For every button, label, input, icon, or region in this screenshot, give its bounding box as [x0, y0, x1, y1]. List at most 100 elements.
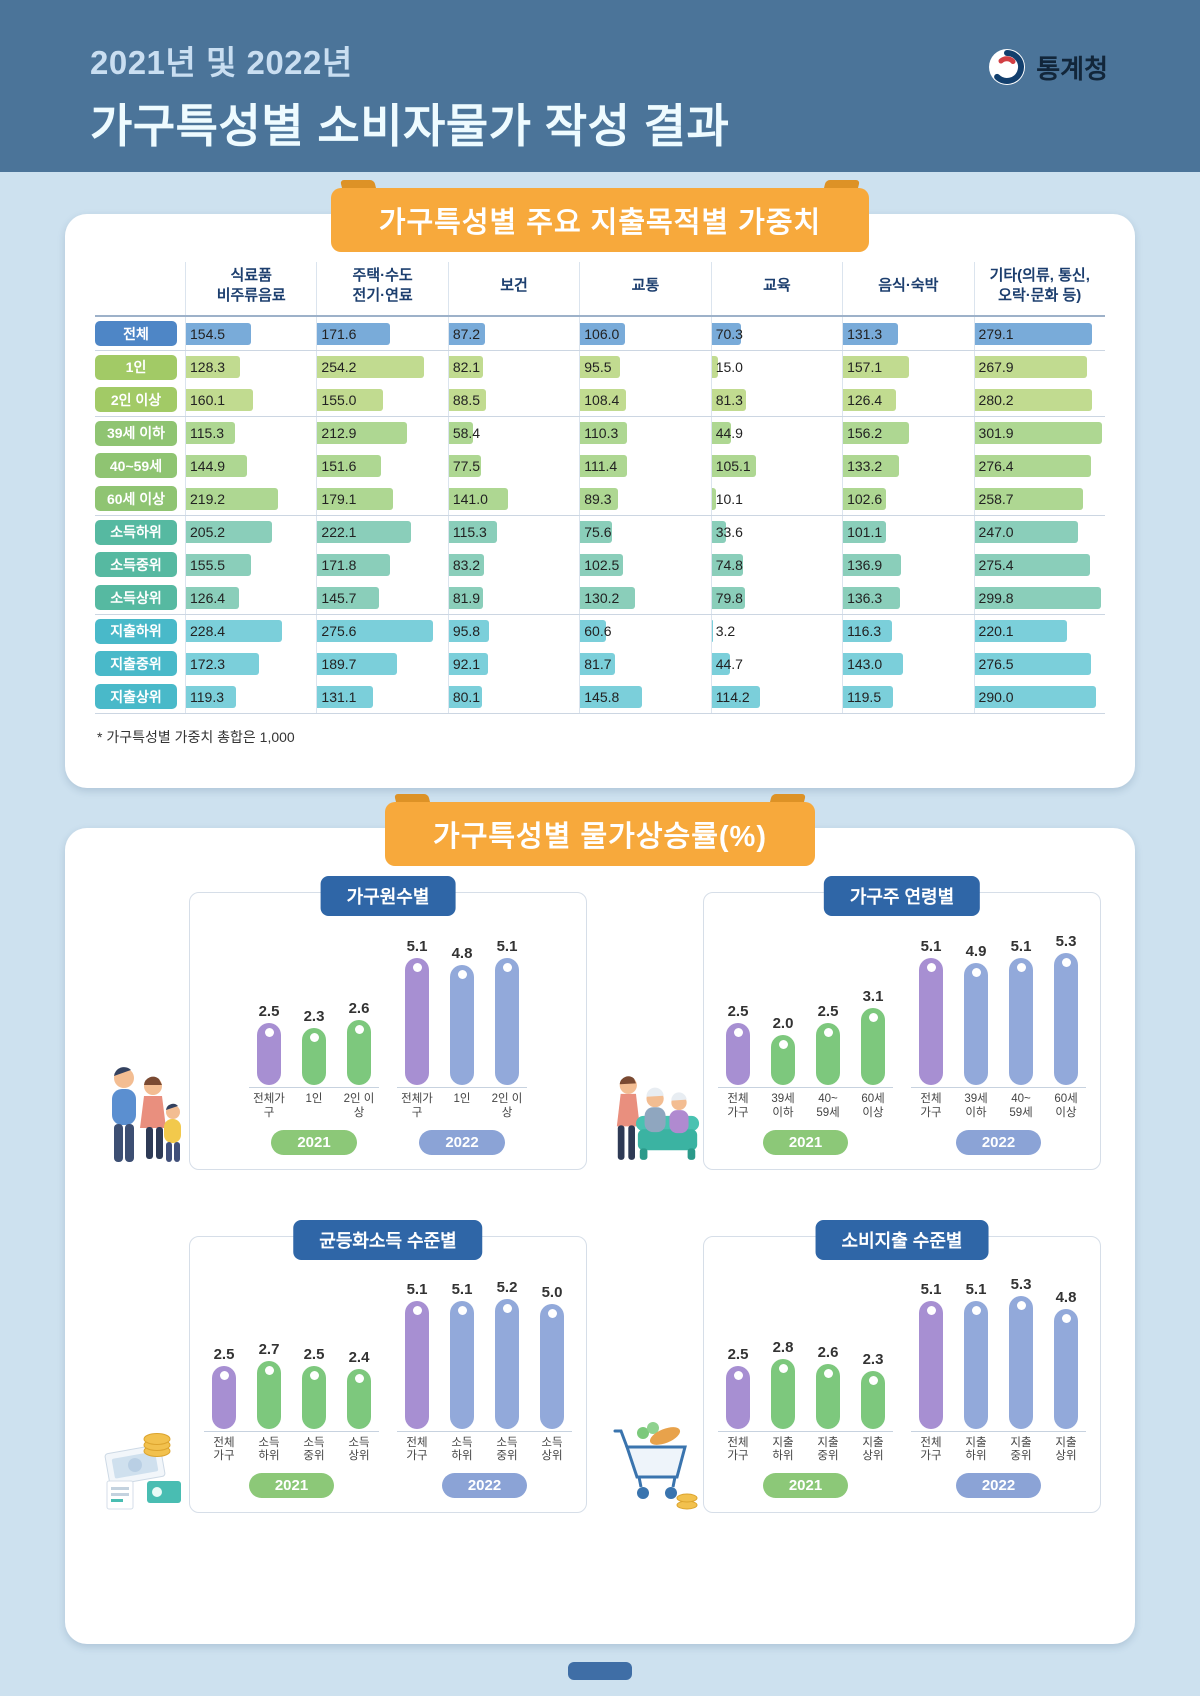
- weight-cell: 3.2: [710, 615, 842, 647]
- weight-cell: 172.3: [185, 647, 316, 680]
- weight-cell: 144.9: [185, 449, 316, 482]
- weight-bar: [317, 487, 393, 510]
- year-group: 2.5 2.8 2.6 2.3 전체 가구 지출 하위 지출 중위 지출 상위 2021: [718, 1267, 893, 1499]
- weight-cell: 228.4: [185, 615, 316, 647]
- inflation-section-title: 가구특성별 물가상승률(%): [385, 802, 815, 866]
- weight-cell: 247.0: [973, 516, 1105, 548]
- weight-bar: [974, 553, 1091, 576]
- weight-bar: [843, 685, 894, 708]
- weight-bar: [448, 586, 484, 609]
- value-bar: [919, 957, 943, 1085]
- year-group: 5.1 5.1 5.3 4.8 전체 가구 지출 하위 지출 중위 지출 상위 2022: [911, 1267, 1086, 1499]
- inflation-ribbon: 가구특성별 물가상승률(%): [65, 794, 1135, 866]
- value-bar: [726, 1366, 750, 1429]
- category-label: 소득 중위: [303, 1436, 325, 1463]
- row-label: 지출하위: [95, 618, 177, 644]
- weight-bar: [974, 586, 1101, 609]
- value-bar: [257, 1022, 281, 1085]
- weight-bar: [580, 322, 625, 345]
- weight-cell: 131.3: [842, 317, 973, 350]
- category-label: 지출 상위: [1055, 1436, 1077, 1463]
- bar-column: 2.0: [763, 1015, 803, 1085]
- weight-cell: 219.2: [185, 482, 316, 515]
- weight-value: 81.9: [452, 589, 481, 606]
- weight-value: 81.7: [584, 655, 612, 672]
- category-label: 전체 가구: [727, 1436, 749, 1463]
- bar-value: 2.0: [772, 1015, 794, 1032]
- weight-bar: [186, 388, 254, 411]
- weight-value: 154.5: [190, 325, 226, 342]
- bar-value: 2.5: [258, 1002, 280, 1020]
- bar-column: 5.3: [1046, 933, 1086, 1085]
- weight-cell: 116.3: [842, 615, 973, 647]
- value-bar: [405, 1301, 429, 1429]
- weight-cell: 108.4: [579, 383, 710, 416]
- weight-bar: [711, 553, 744, 576]
- weight-bar: [317, 521, 411, 543]
- weight-value: 290.0: [978, 688, 1014, 705]
- bar-value: 5.0: [541, 1283, 563, 1301]
- category-label: 전체가구: [253, 1093, 285, 1119]
- weight-bar: [843, 322, 899, 345]
- weight-bar: [186, 620, 283, 642]
- weight-value: 3.2: [715, 623, 736, 639]
- row-label: 40~59세: [95, 453, 177, 478]
- weight-value: 136.3: [847, 589, 883, 606]
- weight-cell: 133.2: [842, 449, 973, 482]
- category-label: 지출 중위: [1010, 1436, 1032, 1463]
- bar-column: 2.3: [294, 1008, 334, 1085]
- weight-value: 92.1: [452, 655, 481, 672]
- bar-value: 5.3: [1010, 1276, 1032, 1294]
- elderly-family-illustration: [616, 1075, 700, 1160]
- weight-cell: 81.7: [579, 647, 710, 680]
- table-row: 소득상위 126.4 145.7 81.9 130.2 79.8 136.3 299.8: [95, 581, 1105, 614]
- weight-bar: [186, 652, 259, 675]
- year-badge: 2022: [955, 1473, 1042, 1499]
- weight-value: 254.2: [321, 359, 357, 375]
- bar-value: 5.1: [451, 1281, 473, 1299]
- weights-ribbon: 가구특성별 주요 지출목적별 가중치: [65, 180, 1135, 252]
- bar-column: 2.5: [808, 1003, 848, 1085]
- weight-cell: 44.9: [710, 417, 842, 449]
- weight-cell: 212.9: [316, 417, 447, 449]
- weight-cell: 279.1: [973, 317, 1105, 350]
- weight-cell: 82.1: [447, 351, 579, 383]
- value-bar: [495, 957, 519, 1085]
- weight-bar: [843, 454, 900, 477]
- page-header: 2021년 및 2022년 가구특성별 소비자물가 작성 결과 통계청: [0, 0, 1200, 172]
- weight-value: 105.1: [715, 457, 751, 474]
- weight-cell: 222.1: [316, 516, 447, 548]
- bar-column: 5.1: [911, 1281, 951, 1429]
- weight-value: 74.8: [715, 556, 743, 573]
- weight-value: 205.2: [190, 524, 226, 540]
- bar-groups: 2.5 2.0 2.5 3.1 전체 가구 39세 이하 40~ 59세 60세 이상 2021…: [710, 923, 1094, 1155]
- weight-bar: [580, 388, 626, 411]
- report-year-title: 2021년 및 2022년: [90, 44, 353, 81]
- year-badge: 2021: [762, 1473, 849, 1499]
- weight-cell: 89.3: [579, 482, 710, 515]
- bar-value: 4.9: [965, 942, 987, 960]
- weight-value: 247.0: [978, 524, 1014, 540]
- value-bar: [816, 1363, 840, 1429]
- weight-cell: 171.6: [316, 317, 447, 350]
- weight-bar: [580, 487, 618, 510]
- weight-value: 116.3: [847, 623, 882, 639]
- category-label: 전체 가구: [920, 1093, 942, 1119]
- bar-groups: 2.5 2.7 2.5 2.4 전체 가구 소득 하위 소득 중위 소득 상위 2021 5.1 5…: [196, 1267, 580, 1499]
- weight-bar: [711, 620, 713, 642]
- footer-tab: [568, 1662, 632, 1680]
- value-bar: [450, 1301, 474, 1429]
- weight-cell: 87.2: [447, 317, 579, 350]
- value-bar: [212, 1366, 236, 1429]
- bar-column: 2.8: [763, 1339, 803, 1429]
- bar-value: 5.1: [1010, 937, 1032, 955]
- weight-bar: [580, 422, 627, 444]
- category-labels: 전체 가구 소득 하위 소득 중위 소득 상위: [204, 1430, 379, 1465]
- weight-bar: [580, 356, 621, 378]
- bar-column: 4.9: [956, 942, 996, 1085]
- bar-column: 2.4: [339, 1349, 379, 1429]
- bar-groups: 2.5 2.8 2.6 2.3 전체 가구 지출 하위 지출 중위 지출 상위 2021 5.1 5…: [710, 1267, 1094, 1499]
- year-group: 2.5 2.3 2.6 전체가구 1인 2인 이상 2021: [249, 923, 379, 1155]
- bar-value: 2.6: [817, 1343, 839, 1361]
- weight-value: 258.7: [978, 490, 1014, 507]
